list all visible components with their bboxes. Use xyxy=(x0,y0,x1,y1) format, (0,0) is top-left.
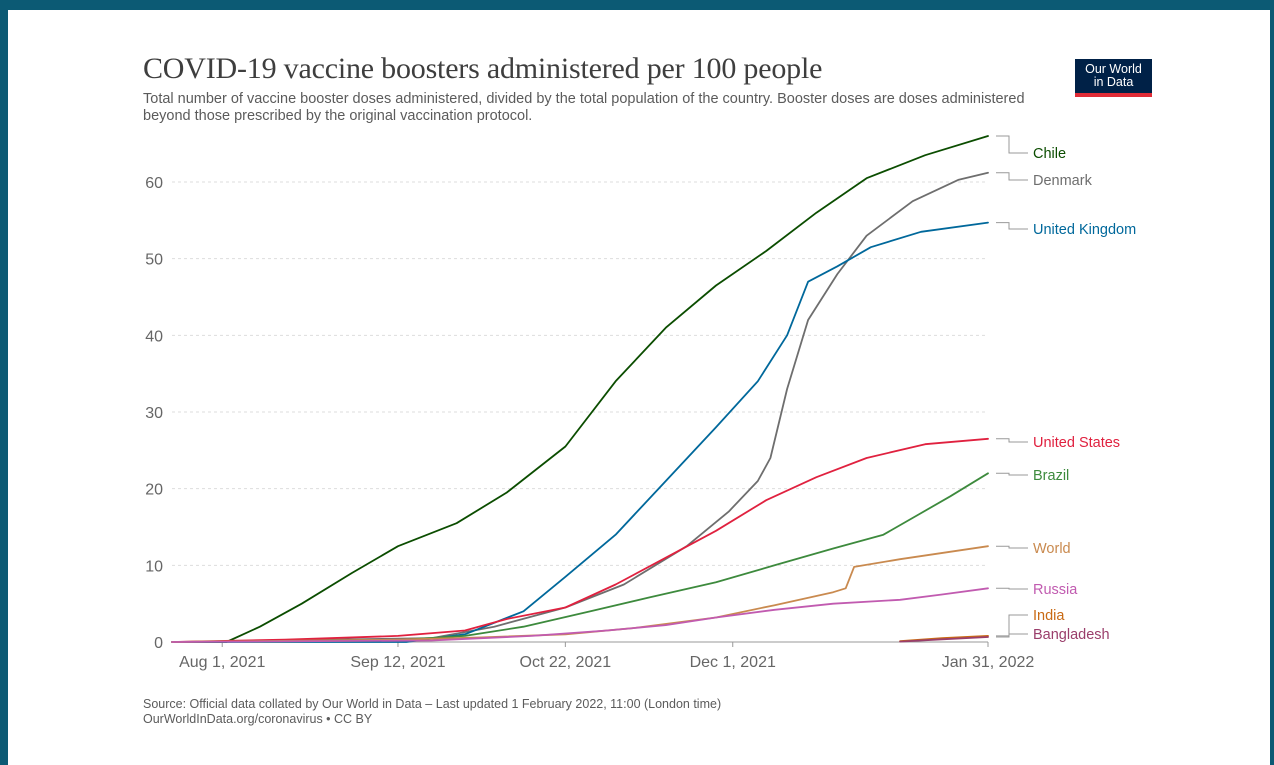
series-line-united-states xyxy=(171,437,989,643)
left-frame-border xyxy=(0,0,8,765)
leader-line-russia xyxy=(996,587,1028,590)
logo-line-2: in Data xyxy=(1093,75,1134,89)
owid-logo[interactable]: Our World in Data xyxy=(1075,59,1152,97)
series-line-chile xyxy=(171,135,989,643)
source-note: Source: Official data collated by Our Wo… xyxy=(143,697,721,727)
y-tick-label: 20 xyxy=(145,482,163,499)
series-line-united-kingdom xyxy=(171,221,989,643)
series-label-denmark: Denmark xyxy=(1033,173,1093,189)
x-tick-label: Oct 22, 2021 xyxy=(520,654,612,671)
leader-line-united-kingdom xyxy=(996,222,1028,230)
series-label-world: World xyxy=(1033,541,1071,557)
y-tick-label: 30 xyxy=(145,405,163,422)
y-tick-label: 0 xyxy=(154,635,163,652)
series-line-russia xyxy=(171,587,989,643)
series-label-russia: Russia xyxy=(1033,582,1078,598)
x-tick-label: Dec 1, 2021 xyxy=(690,654,776,671)
chart-subtitle: Total number of vaccine booster doses ad… xyxy=(143,91,1025,124)
leader-line-denmark xyxy=(996,172,1028,181)
top-frame-border xyxy=(0,0,1274,10)
series-label-united-states: United States xyxy=(1033,435,1120,451)
leader-line-world xyxy=(996,545,1028,549)
series-label-chile: Chile xyxy=(1033,146,1066,162)
chart-title: COVID-19 vaccine boosters administered p… xyxy=(143,52,823,85)
x-tick-label: Sep 12, 2021 xyxy=(350,654,445,671)
x-tick-label: Jan 31, 2022 xyxy=(942,654,1035,671)
y-tick-label: 50 xyxy=(145,252,163,269)
x-tick-label: Aug 1, 2021 xyxy=(179,654,265,671)
series-line-denmark xyxy=(171,171,989,643)
series-line-world xyxy=(171,545,989,643)
y-tick-label: 10 xyxy=(145,558,163,575)
y-tick-label: 60 xyxy=(145,175,163,192)
leader-line-united-states xyxy=(996,438,1028,443)
leader-line-brazil xyxy=(996,472,1028,476)
series-label-united-kingdom: United Kingdom xyxy=(1033,222,1136,238)
leader-line-bangladesh xyxy=(996,633,1028,638)
source-line-1: Source: Official data collated by Our Wo… xyxy=(143,697,722,711)
series-label-brazil: Brazil xyxy=(1033,468,1069,484)
source-line-2[interactable]: OurWorldInData.org/coronavirus • CC BY xyxy=(143,712,373,726)
series-line-bangladesh xyxy=(899,636,989,643)
right-frame-border xyxy=(1270,0,1274,765)
leader-line-india xyxy=(996,614,1028,637)
series-label-india: India xyxy=(1033,608,1065,624)
logo-line-1: Our World xyxy=(1085,62,1142,76)
y-tick-label: 40 xyxy=(145,328,163,345)
series-label-bangladesh: Bangladesh xyxy=(1033,627,1110,643)
series-line-brazil xyxy=(171,472,989,643)
leader-line-chile xyxy=(996,135,1028,154)
